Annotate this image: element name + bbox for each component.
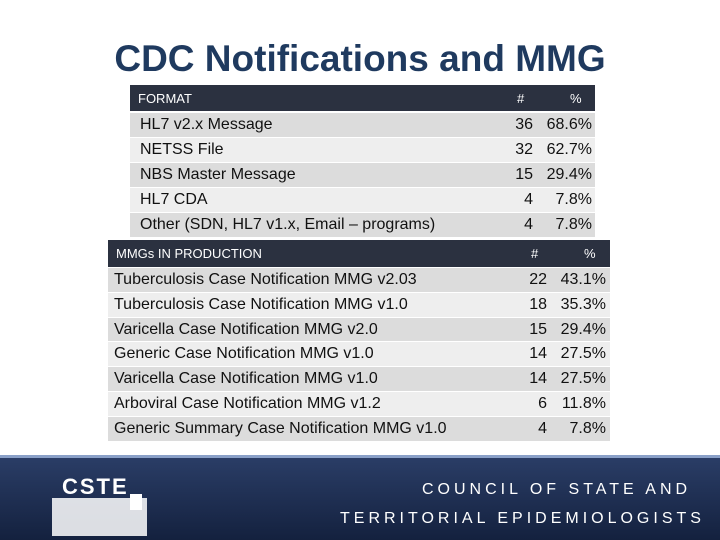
table-row <box>108 416 610 441</box>
table-header <box>130 85 595 111</box>
row-label: Tuberculosis Case Notification MMG v2.03 <box>114 271 417 288</box>
row-percent: 7.8% <box>569 419 606 437</box>
row-count: 15 <box>529 320 547 338</box>
row-label: HL7 CDA <box>140 191 208 208</box>
logo-graphic <box>52 494 147 536</box>
row-percent: 27.5% <box>560 370 606 388</box>
row-label: HL7 v2.x Message <box>140 116 273 133</box>
table-row <box>108 268 610 292</box>
row-count: 15 <box>515 166 533 183</box>
row-count: 18 <box>529 295 547 313</box>
slide-title: CDC Notifications and MMG <box>114 38 606 79</box>
row-percent: 62.7% <box>546 141 592 158</box>
table-row <box>108 367 610 391</box>
row-count: 4 <box>524 191 533 208</box>
row-percent: 29.4% <box>560 320 606 338</box>
table-row <box>130 113 595 137</box>
table-row <box>108 392 610 416</box>
row-label: NETSS File <box>140 141 224 158</box>
header-cell: # <box>517 91 525 106</box>
row-percent: 29.4% <box>546 166 592 183</box>
row-count: 36 <box>515 116 533 133</box>
row-count: 22 <box>529 271 547 288</box>
table-row <box>108 292 610 317</box>
logo-text: CSTE <box>62 474 129 499</box>
footer-line: TERRITORIAL EPIDEMIOLOGISTS <box>340 510 705 527</box>
row-count: 32 <box>515 141 533 158</box>
row-percent: 7.8% <box>555 216 592 233</box>
row-label: Tuberculosis Case Notification MMG v1.0 <box>114 295 408 313</box>
table-row <box>130 163 595 187</box>
footer-line: COUNCIL OF STATE AND <box>422 481 692 498</box>
row-label: Varicella Case Notification MMG v1.0 <box>114 370 378 388</box>
table-row <box>108 317 610 342</box>
row-percent: 43.1% <box>560 271 606 288</box>
row-count: 14 <box>529 370 547 388</box>
row-label: Varicella Case Notification MMG v2.0 <box>114 320 378 338</box>
header-cell: % <box>584 246 596 261</box>
header-cell: # <box>531 246 539 261</box>
table-row <box>130 188 595 212</box>
header-cell: MMGs IN PRODUCTION <box>116 246 262 261</box>
row-count: 4 <box>538 419 547 437</box>
row-percent: 35.3% <box>560 295 606 313</box>
row-label: Generic Case Notification MMG v1.0 <box>114 345 374 363</box>
header-cell: % <box>570 91 582 106</box>
row-count: 4 <box>524 216 533 233</box>
row-count: 14 <box>529 345 547 363</box>
row-label: Arboviral Case Notification MMG v1.2 <box>114 395 381 412</box>
header-cell: FORMAT <box>138 91 192 106</box>
row-percent: 11.8% <box>561 395 606 412</box>
row-percent: 7.8% <box>555 191 592 208</box>
row-percent: 68.6% <box>546 116 592 133</box>
row-label: NBS Master Message <box>140 166 296 183</box>
table-row <box>108 342 610 367</box>
footer: CSTE COUNCIL OF STATE AND TERRITORIAL EP… <box>0 455 720 540</box>
table-row <box>130 138 595 162</box>
table-header <box>108 240 610 267</box>
row-label: Generic Summary Case Notification MMG v1… <box>114 419 447 437</box>
row-percent: 27.5% <box>560 345 606 363</box>
row-count: 6 <box>538 395 547 412</box>
table-row <box>130 213 595 237</box>
logo-icon <box>130 494 142 510</box>
row-label: Other (SDN, HL7 v1.x, Email – programs) <box>140 216 436 233</box>
